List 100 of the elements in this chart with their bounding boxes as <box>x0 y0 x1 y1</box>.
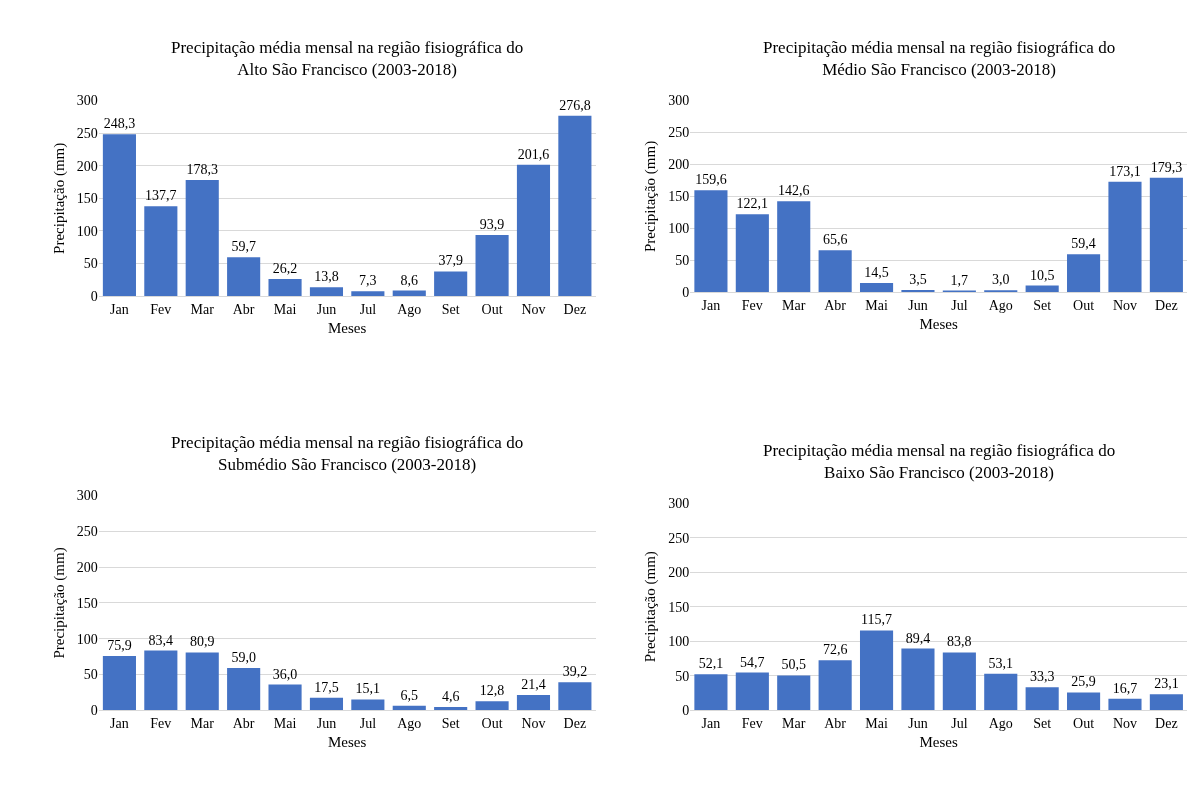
x-tick-label: Dez <box>1155 298 1178 314</box>
x-tick-label: Jan <box>701 298 721 314</box>
y-tick-label: 300 <box>668 496 690 512</box>
x-axis-title: Meses <box>327 319 367 336</box>
x-tick-label: Abr <box>232 716 255 732</box>
bar <box>558 115 592 297</box>
y-tick-label: 150 <box>76 595 98 611</box>
data-label: 26,2 <box>272 261 298 277</box>
x-tick-label: Jul <box>951 298 968 314</box>
x-axis-title: Meses <box>919 316 958 333</box>
x-tick-label: Dez <box>563 301 587 317</box>
bar <box>475 234 509 297</box>
data-label: 16,7 <box>1112 680 1138 696</box>
x-tick-label: Mar <box>782 716 806 732</box>
data-label: 201,6 <box>517 146 550 162</box>
y-tick-label: 100 <box>76 223 98 239</box>
x-tick-label: Mai <box>273 716 297 732</box>
data-label: 65,6 <box>822 232 848 248</box>
x-tick-label: Ago <box>397 716 422 732</box>
data-label: 6,5 <box>400 687 419 703</box>
x-tick-label: Out <box>1073 716 1095 732</box>
y-tick-label: 50 <box>675 668 690 684</box>
data-label: 248,3 <box>103 116 136 132</box>
y-tick-label: 100 <box>668 221 690 237</box>
data-label: 59,4 <box>1071 236 1096 252</box>
bar <box>434 271 468 297</box>
bar <box>694 190 728 293</box>
data-label: 83,4 <box>148 632 174 648</box>
bar <box>102 655 136 711</box>
x-tick-label: Fev <box>150 716 172 732</box>
y-axis-title: Precipitação (mm) <box>50 547 68 659</box>
data-label: 7,3 <box>359 273 377 289</box>
x-tick-label: Jun <box>908 298 928 314</box>
data-label: 4,6 <box>441 689 460 705</box>
bar <box>818 660 852 711</box>
y-tick-label: 50 <box>83 256 98 272</box>
data-label: 178,3 <box>186 161 218 177</box>
data-label: 53,1 <box>988 655 1014 671</box>
bar <box>1067 692 1101 711</box>
x-tick-label: Set <box>1033 298 1052 314</box>
data-label: 142,6 <box>777 183 810 199</box>
data-label: 39,2 <box>562 664 588 680</box>
data-label: 23,1 <box>1154 676 1179 692</box>
bar <box>516 694 551 711</box>
data-label: 80,9 <box>189 634 215 650</box>
bar <box>558 682 592 711</box>
data-label: 159,6 <box>695 172 727 188</box>
bar <box>185 179 219 297</box>
bar <box>694 674 728 711</box>
bar <box>309 287 344 297</box>
data-label: 89,4 <box>905 630 931 646</box>
y-tick-label: 150 <box>668 599 690 615</box>
data-label: 37,9 <box>438 253 463 269</box>
y-tick-label: 0 <box>90 703 98 719</box>
bar <box>818 250 852 293</box>
data-label: 122,1 <box>736 196 769 212</box>
x-tick-label: Ago <box>988 298 1013 314</box>
bar <box>901 648 935 711</box>
bar <box>735 672 769 711</box>
bar <box>516 164 551 297</box>
x-tick-label: Jul <box>951 716 968 732</box>
bar <box>268 684 302 711</box>
y-tick-label: 150 <box>668 189 690 205</box>
bar <box>475 701 509 711</box>
data-label: 72,6 <box>822 642 848 658</box>
data-label: 3,5 <box>909 272 927 288</box>
bar <box>1067 254 1101 293</box>
x-tick-label: Mai <box>865 298 888 314</box>
bar <box>144 206 178 297</box>
data-label: 33,3 <box>1029 669 1055 685</box>
data-label: 8,6 <box>400 272 419 288</box>
x-tick-label: Nov <box>521 301 546 317</box>
x-tick-label: Out <box>481 301 503 317</box>
bar <box>351 699 385 711</box>
data-label: 59,0 <box>231 650 256 666</box>
y-tick-label: 100 <box>668 634 690 650</box>
bar <box>859 630 894 711</box>
x-tick-label: Mai <box>865 716 888 732</box>
x-tick-label: Fev <box>150 301 172 317</box>
x-tick-label: Ago <box>397 301 422 317</box>
bar <box>102 134 136 297</box>
y-tick-label: 250 <box>76 126 98 142</box>
y-tick-label: 250 <box>668 530 690 546</box>
chart-title: Precipitação média mensal na região fisiográfica do Médio São Francisco (2003-2018) <box>763 38 1116 80</box>
y-tick-label: 200 <box>76 560 98 576</box>
y-tick-label: 250 <box>668 125 690 141</box>
x-tick-label: Mar <box>190 716 215 732</box>
data-label: 21,4 <box>521 676 546 692</box>
x-tick-label: Abr <box>232 301 255 317</box>
y-tick-label: 200 <box>668 157 690 173</box>
data-label: 13,8 <box>314 269 339 285</box>
y-tick-label: 0 <box>682 703 690 719</box>
data-label: 1,7 <box>950 272 969 288</box>
y-tick-label: 0 <box>90 289 98 305</box>
data-label: 59,7 <box>231 239 256 255</box>
x-tick-label: Ago <box>988 716 1013 732</box>
y-tick-label: 0 <box>682 285 690 301</box>
chart-title: Precipitação média mensal na região fisiográfica do Alto São Francisco (2003-2018) <box>171 38 524 80</box>
x-tick-label: Fev <box>741 716 763 732</box>
bar <box>777 201 811 293</box>
